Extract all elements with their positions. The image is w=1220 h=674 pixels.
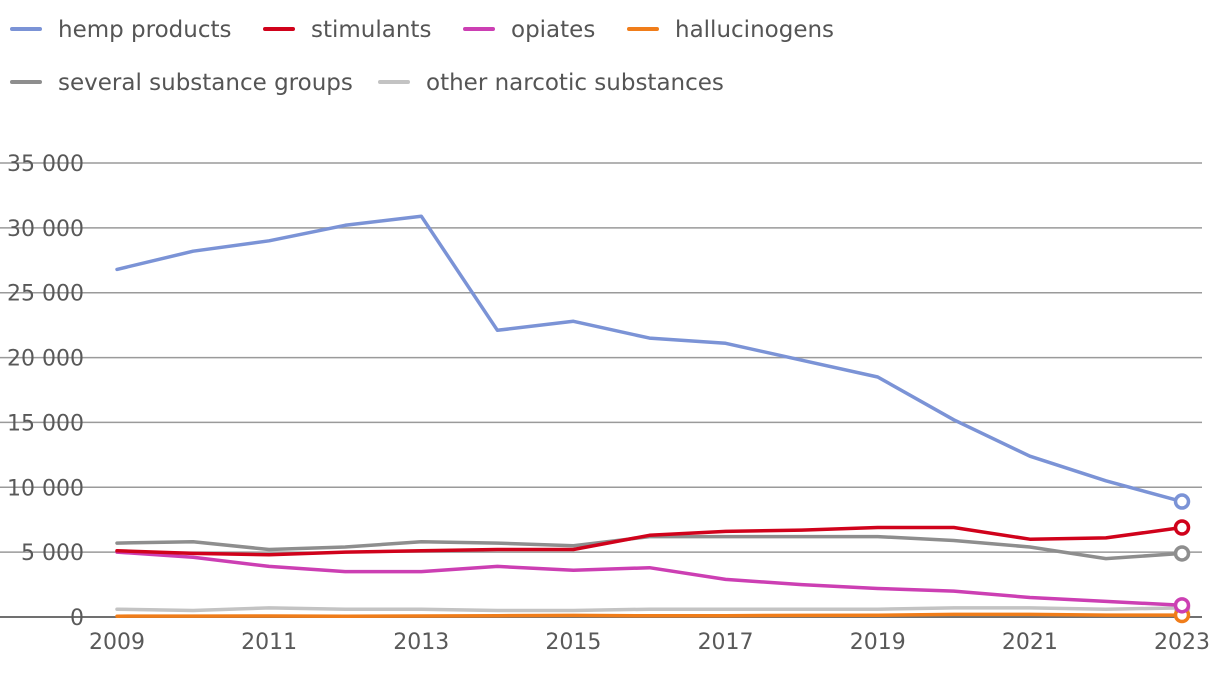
- end-marker-stimulants: [1173, 519, 1191, 536]
- legend-label: hallucinogens: [675, 17, 834, 43]
- y-tick-label: 20 000: [7, 347, 84, 372]
- end-marker-several-substance-groups: [1173, 545, 1191, 562]
- y-tick-label: 0: [70, 606, 84, 631]
- x-tick-label: 2015: [545, 630, 601, 655]
- legend-item: opiates: [463, 17, 595, 43]
- x-axis: 2009 2011 2013 2015 2017 2019 2021 2023: [89, 630, 1210, 655]
- legend-item: hemp products: [10, 17, 232, 43]
- y-tick-label: 25 000: [7, 282, 84, 307]
- legend-label: hemp products: [58, 17, 232, 43]
- legend-label: other narcotic substances: [426, 70, 724, 96]
- legend-item: several substance groups: [10, 70, 353, 96]
- series-line-opiates: [115, 550, 1184, 608]
- series-line-hemp-products: [115, 214, 1184, 504]
- legend-label: opiates: [511, 17, 595, 43]
- legend-item: stimulants: [263, 17, 431, 43]
- x-tick-label: 2013: [393, 630, 449, 655]
- x-tick-label: 2019: [850, 630, 906, 655]
- legend: hemp products stimulants opiates hallucinog…: [10, 17, 834, 96]
- end-markers: [1173, 493, 1191, 624]
- series-line-other-narcotic-substances: [115, 606, 1184, 613]
- series-line-stimulants: [115, 525, 1184, 557]
- legend-label: stimulants: [311, 17, 431, 43]
- legend-label: several substance groups: [58, 70, 353, 96]
- x-tick-label: 2017: [698, 630, 754, 655]
- y-tick-label: 5 000: [21, 541, 84, 566]
- y-tick-label: 35 000: [7, 152, 84, 177]
- y-axis: 0 5 000 10 000 15 000 20 000 25 000 30 000 35 0…: [7, 152, 84, 631]
- series-line-hallucinogens: [115, 612, 1184, 618]
- x-tick-label: 2009: [89, 630, 145, 655]
- y-tick-label: 30 000: [7, 217, 84, 242]
- legend-item: hallucinogens: [627, 17, 834, 43]
- legend-item: other narcotic substances: [378, 70, 724, 96]
- y-tick-label: 15 000: [7, 411, 84, 436]
- y-tick-label: 10 000: [7, 476, 84, 501]
- x-tick-label: 2011: [241, 630, 297, 655]
- end-marker-opiates: [1173, 597, 1191, 614]
- plot-area: [115, 214, 1184, 618]
- gridlines: [0, 162, 1202, 618]
- x-tick-label: 2023: [1154, 630, 1210, 655]
- end-marker-hemp-products: [1173, 493, 1191, 510]
- x-tick-label: 2021: [1002, 630, 1058, 655]
